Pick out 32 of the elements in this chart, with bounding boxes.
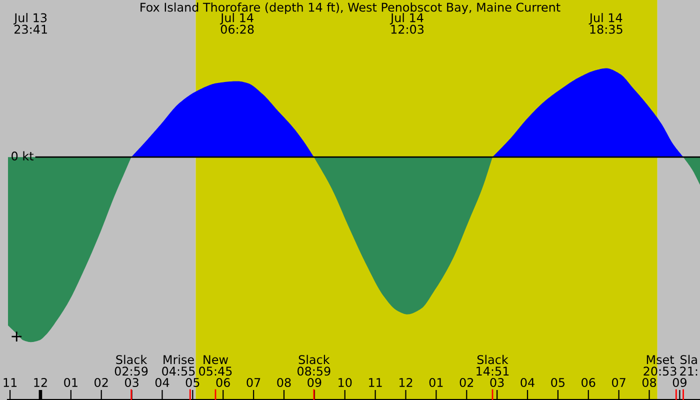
x-tick-label: 04	[520, 378, 534, 388]
x-tick-label: 12	[399, 378, 412, 387]
x-tick-label: 01	[429, 378, 443, 388]
text: Jul 14 06:28	[220, 13, 254, 34]
ref-line-label: Mrise 04:55	[162, 354, 195, 376]
x-tick-label: 12	[34, 378, 47, 387]
x-tick-label: 05	[551, 378, 565, 388]
x-tick-label: 03	[490, 378, 504, 388]
ref-line-label: Slack 02:59	[114, 354, 148, 376]
x-tick-label: 02	[460, 378, 474, 388]
x-tick-label: 07	[612, 378, 626, 388]
x-tick-label: 04	[155, 378, 170, 388]
x-tick-label: 09	[672, 378, 686, 388]
x-tick-label: 11	[369, 378, 382, 387]
x-tick-label: 08	[277, 378, 291, 388]
x-tick-label: 10	[338, 378, 352, 388]
text: Jul 14 18:35	[588, 13, 622, 34]
x-tick-label: 11	[4, 378, 17, 387]
x-tick-label: 03	[124, 378, 138, 388]
x-tick-label: 06	[582, 378, 596, 388]
text: Jul 14 12:03	[390, 13, 424, 34]
x-tick-label: 09	[308, 378, 322, 388]
x-tick-label: 01	[64, 378, 78, 388]
x-tick-label: 08	[642, 378, 656, 388]
ref-line-label: Slack 14:51	[476, 354, 509, 376]
ref-line-label: Sla 21:	[680, 354, 698, 376]
x-tick-label: 06	[216, 378, 230, 388]
text: Jul 13 23:41	[14, 13, 47, 34]
ref-line-label: New 05:45	[199, 355, 232, 376]
x-tick-label: 02	[94, 378, 108, 388]
x-tick-label: 07	[246, 378, 260, 388]
ref-line-label: Slack 08:59	[297, 354, 330, 376]
